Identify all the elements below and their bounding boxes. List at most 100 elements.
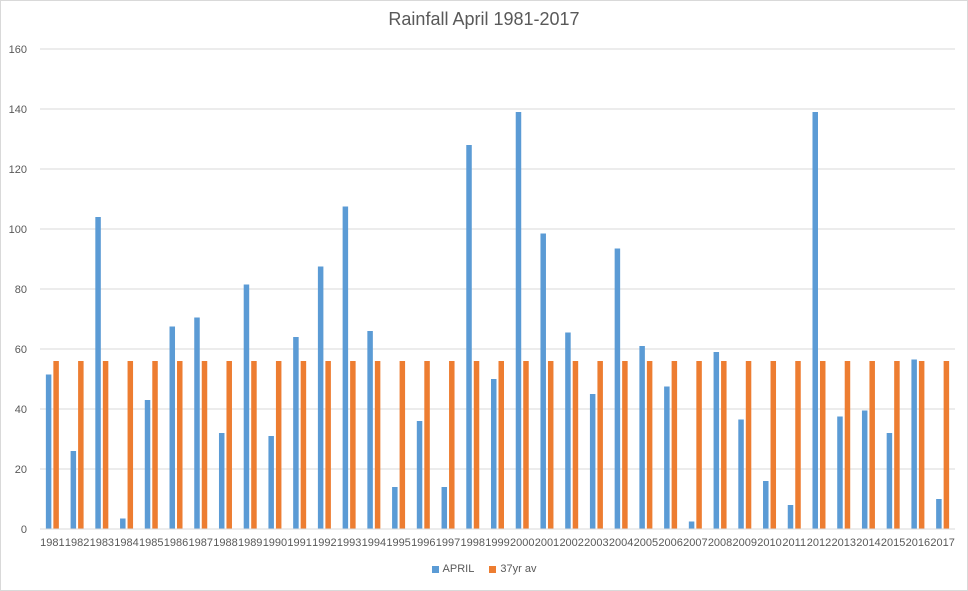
x-tick-label: 1994 xyxy=(362,537,386,549)
bar-average-1999 xyxy=(498,361,504,529)
bars xyxy=(45,112,950,529)
bar-average-1990 xyxy=(275,361,282,529)
x-tick-label: 2012 xyxy=(807,537,831,549)
bar-average-2004 xyxy=(622,361,628,529)
bar-average-2005 xyxy=(646,361,653,529)
y-tick-label: 80 xyxy=(15,284,27,296)
bar-april-1998 xyxy=(466,145,472,529)
bar-april-2013 xyxy=(837,416,843,529)
bar-april-1994 xyxy=(367,331,373,529)
bar-april-1987 xyxy=(194,317,200,529)
legend-item-average: 37yr av xyxy=(489,563,536,575)
bar-april-2004 xyxy=(614,248,621,529)
bar-average-2001 xyxy=(547,361,554,529)
x-tick-label: 2005 xyxy=(634,537,658,549)
x-tick-label: 1987 xyxy=(189,537,213,549)
bar-average-2010 xyxy=(770,361,777,529)
y-tick-label: 20 xyxy=(15,464,27,476)
bar-average-1998 xyxy=(473,361,480,529)
bar-average-1985 xyxy=(152,361,158,529)
x-tick-label: 2008 xyxy=(708,537,732,549)
x-tick-label: 1995 xyxy=(386,537,410,549)
x-tick-label: 2004 xyxy=(609,537,633,549)
x-tick-label: 2000 xyxy=(510,537,534,549)
y-tick-label: 140 xyxy=(9,104,27,116)
y-tick-label: 100 xyxy=(9,224,27,236)
bar-april-2006 xyxy=(664,386,670,529)
gridlines xyxy=(40,48,955,470)
x-tick-label: 2015 xyxy=(881,537,905,549)
x-tick-label: 1984 xyxy=(114,537,138,549)
bar-average-2017 xyxy=(943,361,950,529)
bar-april-1993 xyxy=(342,206,349,529)
x-tick-label: 1981 xyxy=(40,537,64,549)
bar-april-2014 xyxy=(861,410,868,529)
x-tick-label: 1999 xyxy=(485,537,509,549)
x-tick-label: 2003 xyxy=(584,537,608,549)
bar-average-2015 xyxy=(894,361,900,529)
bar-average-1994 xyxy=(374,361,381,529)
bar-april-2017 xyxy=(936,499,942,529)
bar-april-2012 xyxy=(812,112,818,529)
bar-april-2002 xyxy=(565,332,571,529)
legend-label-average: 37yr av xyxy=(500,563,537,575)
bar-average-1982 xyxy=(78,361,84,529)
y-axis-ticks: 0 20 40 60 80 100 120 140 160 xyxy=(9,44,27,536)
x-tick-label: 2017 xyxy=(930,537,954,549)
bar-average-1992 xyxy=(325,361,331,529)
x-tick-label: 2010 xyxy=(757,537,781,549)
legend-swatch-average xyxy=(489,565,497,573)
x-tick-label: 2016 xyxy=(906,537,930,549)
bar-average-1997 xyxy=(449,361,455,529)
y-tick-label: 40 xyxy=(15,404,27,416)
x-tick-label: 2014 xyxy=(856,537,880,549)
x-tick-label: 2011 xyxy=(782,537,806,549)
legend-swatch-april xyxy=(431,565,439,573)
x-tick-label: 1988 xyxy=(213,537,237,549)
legend: APRIL 37yr av xyxy=(0,563,968,576)
bar-average-1991 xyxy=(300,361,307,529)
bar-average-2003 xyxy=(597,361,603,529)
bar-average-1995 xyxy=(399,361,406,529)
bar-average-1984 xyxy=(127,361,134,529)
bar-average-1996 xyxy=(424,361,430,529)
bar-april-2007 xyxy=(688,521,695,529)
x-tick-label: 1998 xyxy=(461,537,485,549)
x-tick-label: 2001 xyxy=(535,537,559,549)
bar-average-2006 xyxy=(671,361,678,529)
bar-april-1999 xyxy=(491,379,497,529)
bar-average-1988 xyxy=(226,361,232,529)
bar-average-1986 xyxy=(177,361,183,529)
x-tick-label: 1982 xyxy=(65,537,89,549)
bar-april-1985 xyxy=(144,400,151,529)
bar-average-2013 xyxy=(844,361,851,529)
x-tick-label: 1989 xyxy=(238,537,262,549)
x-tick-label: 1986 xyxy=(164,537,188,549)
x-tick-label: 1996 xyxy=(411,537,435,549)
bar-april-2000 xyxy=(515,112,522,529)
bar-april-1986 xyxy=(169,326,176,529)
bar-average-2012 xyxy=(819,361,826,529)
x-tick-label: 2013 xyxy=(831,537,855,549)
y-tick-label: 160 xyxy=(9,44,27,56)
bar-april-2001 xyxy=(540,233,546,529)
bar-april-2008 xyxy=(713,352,720,529)
legend-label-april: APRIL xyxy=(442,563,475,575)
x-tick-label: 1983 xyxy=(90,537,114,549)
x-tick-label: 1992 xyxy=(312,537,336,549)
bar-average-1987 xyxy=(201,361,208,529)
bar-average-2016 xyxy=(918,361,925,529)
x-tick-label: 2002 xyxy=(559,537,583,549)
x-tick-label: 2009 xyxy=(733,537,757,549)
x-tick-label: 1993 xyxy=(337,537,361,549)
bar-april-1996 xyxy=(416,421,423,529)
bar-average-2007 xyxy=(696,361,702,529)
chart-title: Rainfall April 1981-2017 xyxy=(388,9,580,29)
bar-average-2002 xyxy=(572,361,579,529)
bar-average-2000 xyxy=(523,361,529,529)
bar-average-1983 xyxy=(102,361,109,529)
bar-april-1983 xyxy=(95,217,101,529)
bar-april-1981 xyxy=(45,374,52,529)
bar-april-2010 xyxy=(763,481,769,529)
